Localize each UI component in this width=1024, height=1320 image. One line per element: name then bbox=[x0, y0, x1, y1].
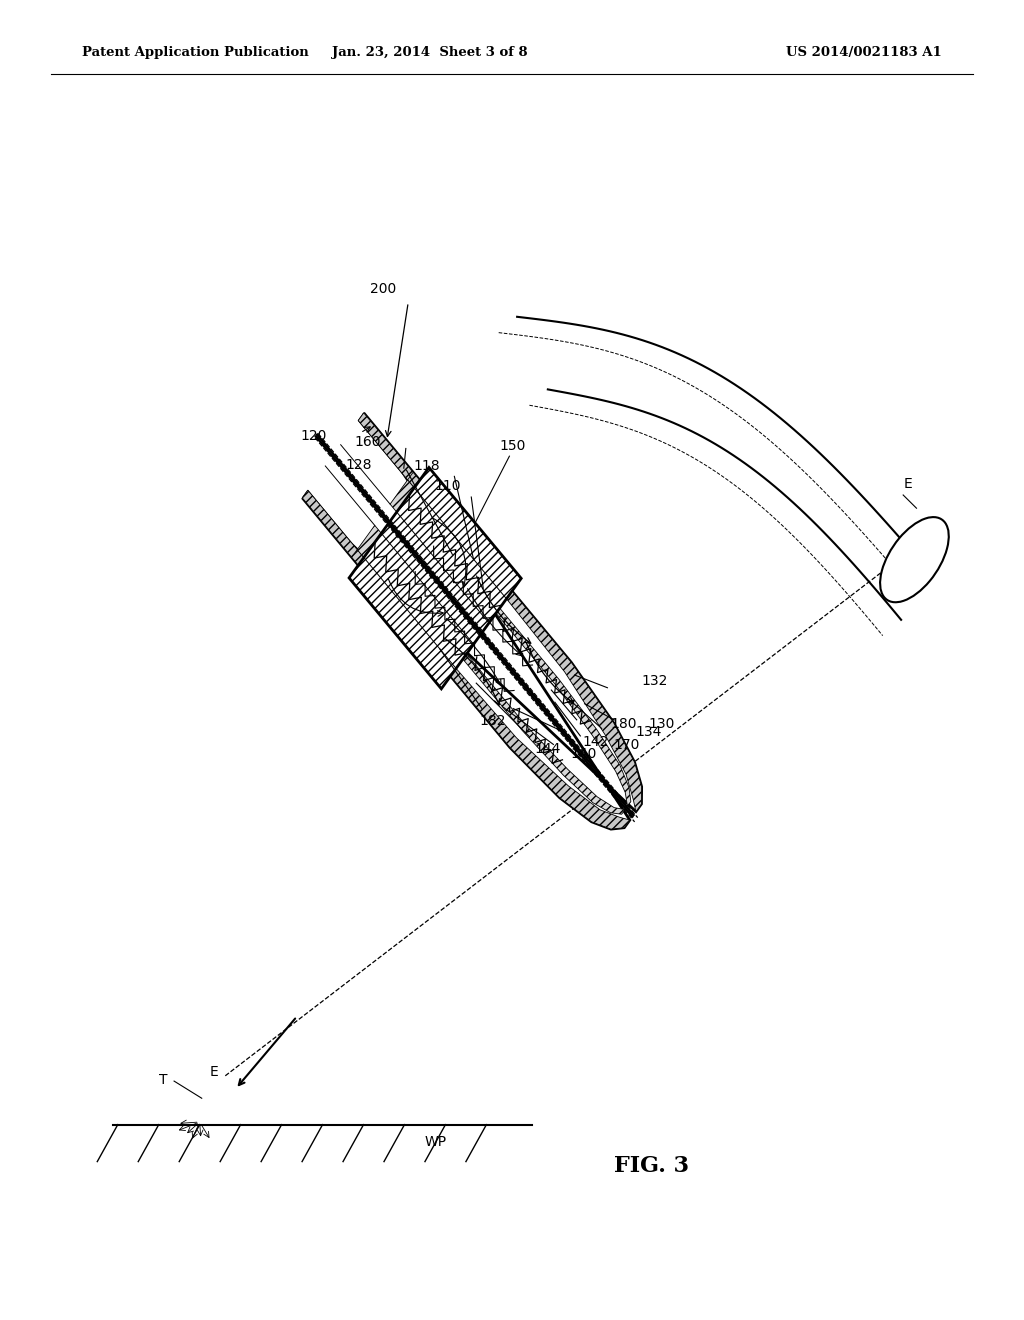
Text: 144: 144 bbox=[535, 742, 560, 756]
Text: 170: 170 bbox=[613, 738, 639, 752]
Text: 160: 160 bbox=[354, 434, 381, 449]
Text: Jan. 23, 2014  Sheet 3 of 8: Jan. 23, 2014 Sheet 3 of 8 bbox=[332, 46, 528, 59]
Text: FIG. 3: FIG. 3 bbox=[614, 1155, 689, 1177]
Text: US 2014/0021183 A1: US 2014/0021183 A1 bbox=[786, 46, 942, 59]
Text: E: E bbox=[210, 1065, 219, 1078]
Text: 110: 110 bbox=[434, 479, 461, 494]
Text: 118: 118 bbox=[414, 459, 440, 473]
Polygon shape bbox=[358, 413, 642, 812]
Polygon shape bbox=[349, 467, 521, 689]
Text: 182: 182 bbox=[479, 714, 506, 729]
Polygon shape bbox=[390, 480, 631, 807]
Text: 132: 132 bbox=[641, 675, 668, 688]
Text: E: E bbox=[903, 478, 912, 491]
Text: 128: 128 bbox=[345, 458, 372, 471]
Polygon shape bbox=[358, 413, 413, 480]
Text: Patent Application Publication: Patent Application Publication bbox=[82, 46, 308, 59]
Text: WP: WP bbox=[425, 1135, 447, 1148]
Text: 150: 150 bbox=[499, 438, 525, 453]
Ellipse shape bbox=[880, 517, 949, 602]
Text: 120: 120 bbox=[301, 429, 328, 442]
Polygon shape bbox=[302, 490, 630, 829]
Polygon shape bbox=[302, 413, 642, 829]
Text: 142: 142 bbox=[582, 735, 608, 748]
Polygon shape bbox=[302, 490, 357, 557]
Text: 200: 200 bbox=[371, 282, 396, 296]
Polygon shape bbox=[357, 525, 625, 814]
Text: 134: 134 bbox=[636, 726, 662, 739]
Text: 130: 130 bbox=[648, 717, 675, 731]
Text: 180: 180 bbox=[610, 717, 637, 731]
Text: T: T bbox=[159, 1073, 167, 1086]
Text: 140: 140 bbox=[570, 747, 597, 760]
